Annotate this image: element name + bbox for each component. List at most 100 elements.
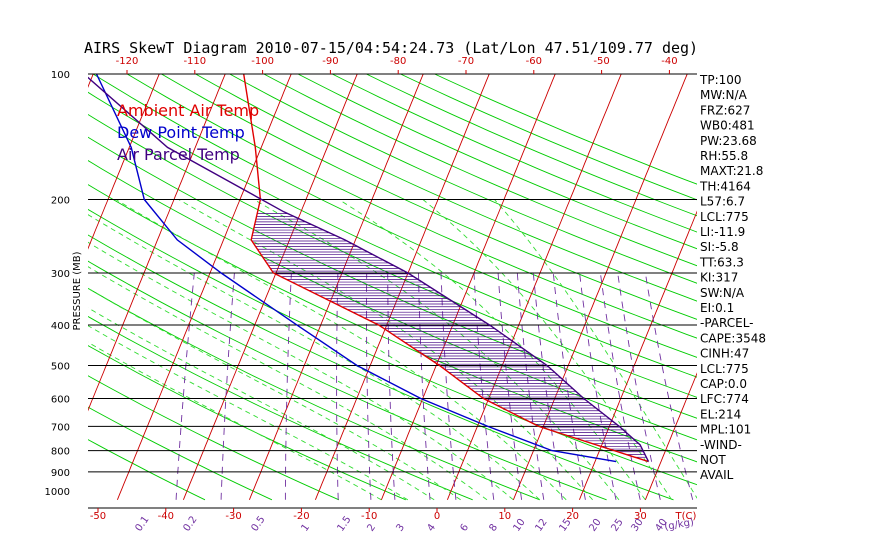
moist-adiabat-line bbox=[178, 199, 593, 501]
pressure-tick-label: 1000 bbox=[45, 487, 70, 498]
x-axis-label: T(C) bbox=[675, 511, 697, 522]
dry-adiabat-line bbox=[365, 74, 697, 217]
moist-adiabat-line bbox=[88, 307, 435, 501]
dry-adiabat-line bbox=[160, 74, 697, 320]
isotherm-line bbox=[380, 74, 556, 500]
mixing-ratio-line bbox=[617, 272, 661, 500]
mixing-ratio-tick-label: 1.5 bbox=[335, 514, 353, 533]
mixing-ratio-line bbox=[497, 272, 523, 500]
dry-adiabat-line bbox=[88, 234, 674, 501]
dry-adiabat-line bbox=[92, 74, 697, 358]
top-tick-label: -110 bbox=[183, 56, 206, 67]
isotherm-line bbox=[644, 372, 697, 500]
mixing-ratio-line bbox=[552, 272, 586, 500]
dry-adiabat-line bbox=[433, 74, 697, 185]
pressure-tick-label: 500 bbox=[51, 361, 70, 372]
mixing-ratio-tick-label: 6 bbox=[458, 522, 471, 534]
stability-index: EL:214 bbox=[700, 407, 741, 421]
pressure-tick-label: 900 bbox=[51, 468, 70, 479]
top-tick-label: -100 bbox=[251, 56, 274, 67]
stability-index: LCL:775 bbox=[700, 362, 749, 376]
moist-adiabat-line bbox=[88, 266, 488, 501]
dry-adiabat-line bbox=[88, 287, 540, 501]
dry-adiabat-line bbox=[228, 74, 697, 284]
mixing-ratio-tick-label: 12 bbox=[533, 517, 549, 534]
top-tick-label: -40 bbox=[661, 56, 677, 67]
isotherm-line bbox=[777, 70, 870, 500]
moist-adiabat-line bbox=[88, 341, 382, 501]
pressure-tick-label: 600 bbox=[51, 394, 70, 405]
stability-index: LCL:775 bbox=[700, 210, 749, 224]
air-parcel-temp-line bbox=[88, 76, 650, 462]
stability-index: -WIND- bbox=[700, 438, 742, 452]
stability-index: TP:100 bbox=[699, 73, 742, 87]
pressure-lines bbox=[88, 199, 697, 473]
stability-index: MPL:101 bbox=[700, 423, 751, 437]
isotherm-line bbox=[446, 74, 622, 500]
stability-index: AVAIL bbox=[700, 468, 734, 482]
pressure-tick-label: 800 bbox=[51, 447, 70, 458]
moist-adiabat-line bbox=[88, 287, 461, 501]
stability-index: PW:23.68 bbox=[700, 134, 757, 148]
stability-index: CAP:0.0 bbox=[700, 377, 747, 391]
dry-adiabat-line bbox=[88, 184, 697, 463]
mixing-ratio-line bbox=[220, 272, 235, 500]
cape-hatching bbox=[251, 213, 647, 458]
dry-adiabat-line bbox=[297, 74, 697, 250]
bottom-tick-label: -30 bbox=[225, 511, 241, 522]
pressure-tick-label: 200 bbox=[51, 196, 70, 207]
stability-index: RH:55.8 bbox=[700, 149, 748, 163]
moist-adiabat-line bbox=[88, 241, 514, 501]
bottom-tick-label: -10 bbox=[361, 511, 377, 522]
mixing-ratio-tick-label: 8 bbox=[487, 522, 500, 534]
mixing-ratio-tick-label: 0.5 bbox=[249, 514, 267, 533]
stability-index: TT:63.3 bbox=[699, 255, 744, 269]
moist-adiabat-line bbox=[88, 214, 541, 501]
isotherm-line bbox=[0, 70, 29, 500]
isotherm-line bbox=[843, 70, 870, 500]
mixing-ratio-tick-label: 0.2 bbox=[181, 514, 199, 533]
legend-entry: Air Parcel Temp bbox=[117, 145, 240, 164]
mixing-ratio-tick-label: 10 bbox=[511, 517, 527, 534]
dry-adiabat-line bbox=[88, 260, 607, 501]
bottom-tick-label: 30 bbox=[634, 511, 647, 522]
legend-entry: Ambient Air Temp bbox=[117, 101, 259, 120]
mixing-ratio-line bbox=[579, 272, 617, 500]
dry-adiabat-line bbox=[262, 74, 697, 267]
stability-index: SW:N/A bbox=[700, 286, 745, 300]
profile-series bbox=[88, 74, 650, 463]
dry-adiabat-line bbox=[88, 91, 697, 378]
isotherm-line bbox=[88, 74, 160, 250]
stability-index: EI:0.1 bbox=[700, 301, 734, 315]
stability-index: SI:-5.8 bbox=[700, 240, 739, 254]
dry-adiabat-line bbox=[88, 315, 473, 501]
mixing-ratio-line bbox=[418, 272, 431, 500]
bottom-tick-label: -50 bbox=[90, 511, 106, 522]
dry-adiabat-line bbox=[399, 74, 697, 201]
stability-index: CINH:47 bbox=[700, 347, 749, 361]
stability-index: WB0:481 bbox=[700, 119, 755, 133]
stability-index: MW:N/A bbox=[700, 88, 748, 102]
stability-index: LFC:774 bbox=[700, 392, 749, 406]
mixing-ratio-line bbox=[644, 272, 694, 500]
stability-index: CAPE:3548 bbox=[700, 331, 766, 345]
mixing-ratio-line bbox=[599, 272, 641, 500]
bottom-tick-label: -40 bbox=[158, 511, 174, 522]
stability-index: L57:6.7 bbox=[700, 195, 745, 209]
dry-adiabat-line bbox=[88, 345, 406, 501]
mixing-ratio-line bbox=[473, 272, 495, 500]
top-tick-label: -80 bbox=[390, 56, 406, 67]
dry-adiabat-line bbox=[126, 74, 697, 339]
bottom-tick-label: 10 bbox=[498, 511, 511, 522]
stability-index: TH:4164 bbox=[699, 179, 751, 193]
mixing-ratio-tick-label: 25 bbox=[609, 517, 625, 534]
mixing-ratio-tick-label: 0.1 bbox=[133, 514, 151, 533]
y-axis-label: PRESSURE (MB) bbox=[72, 251, 83, 330]
ambient-air-temp-line bbox=[243, 74, 649, 463]
mixing-ratio-tick-label: 2 bbox=[365, 522, 378, 534]
mixing-ratio-tick-label: 1 bbox=[299, 522, 312, 534]
stability-index: KI:317 bbox=[700, 271, 738, 285]
mixing-ratio-line bbox=[336, 272, 339, 500]
